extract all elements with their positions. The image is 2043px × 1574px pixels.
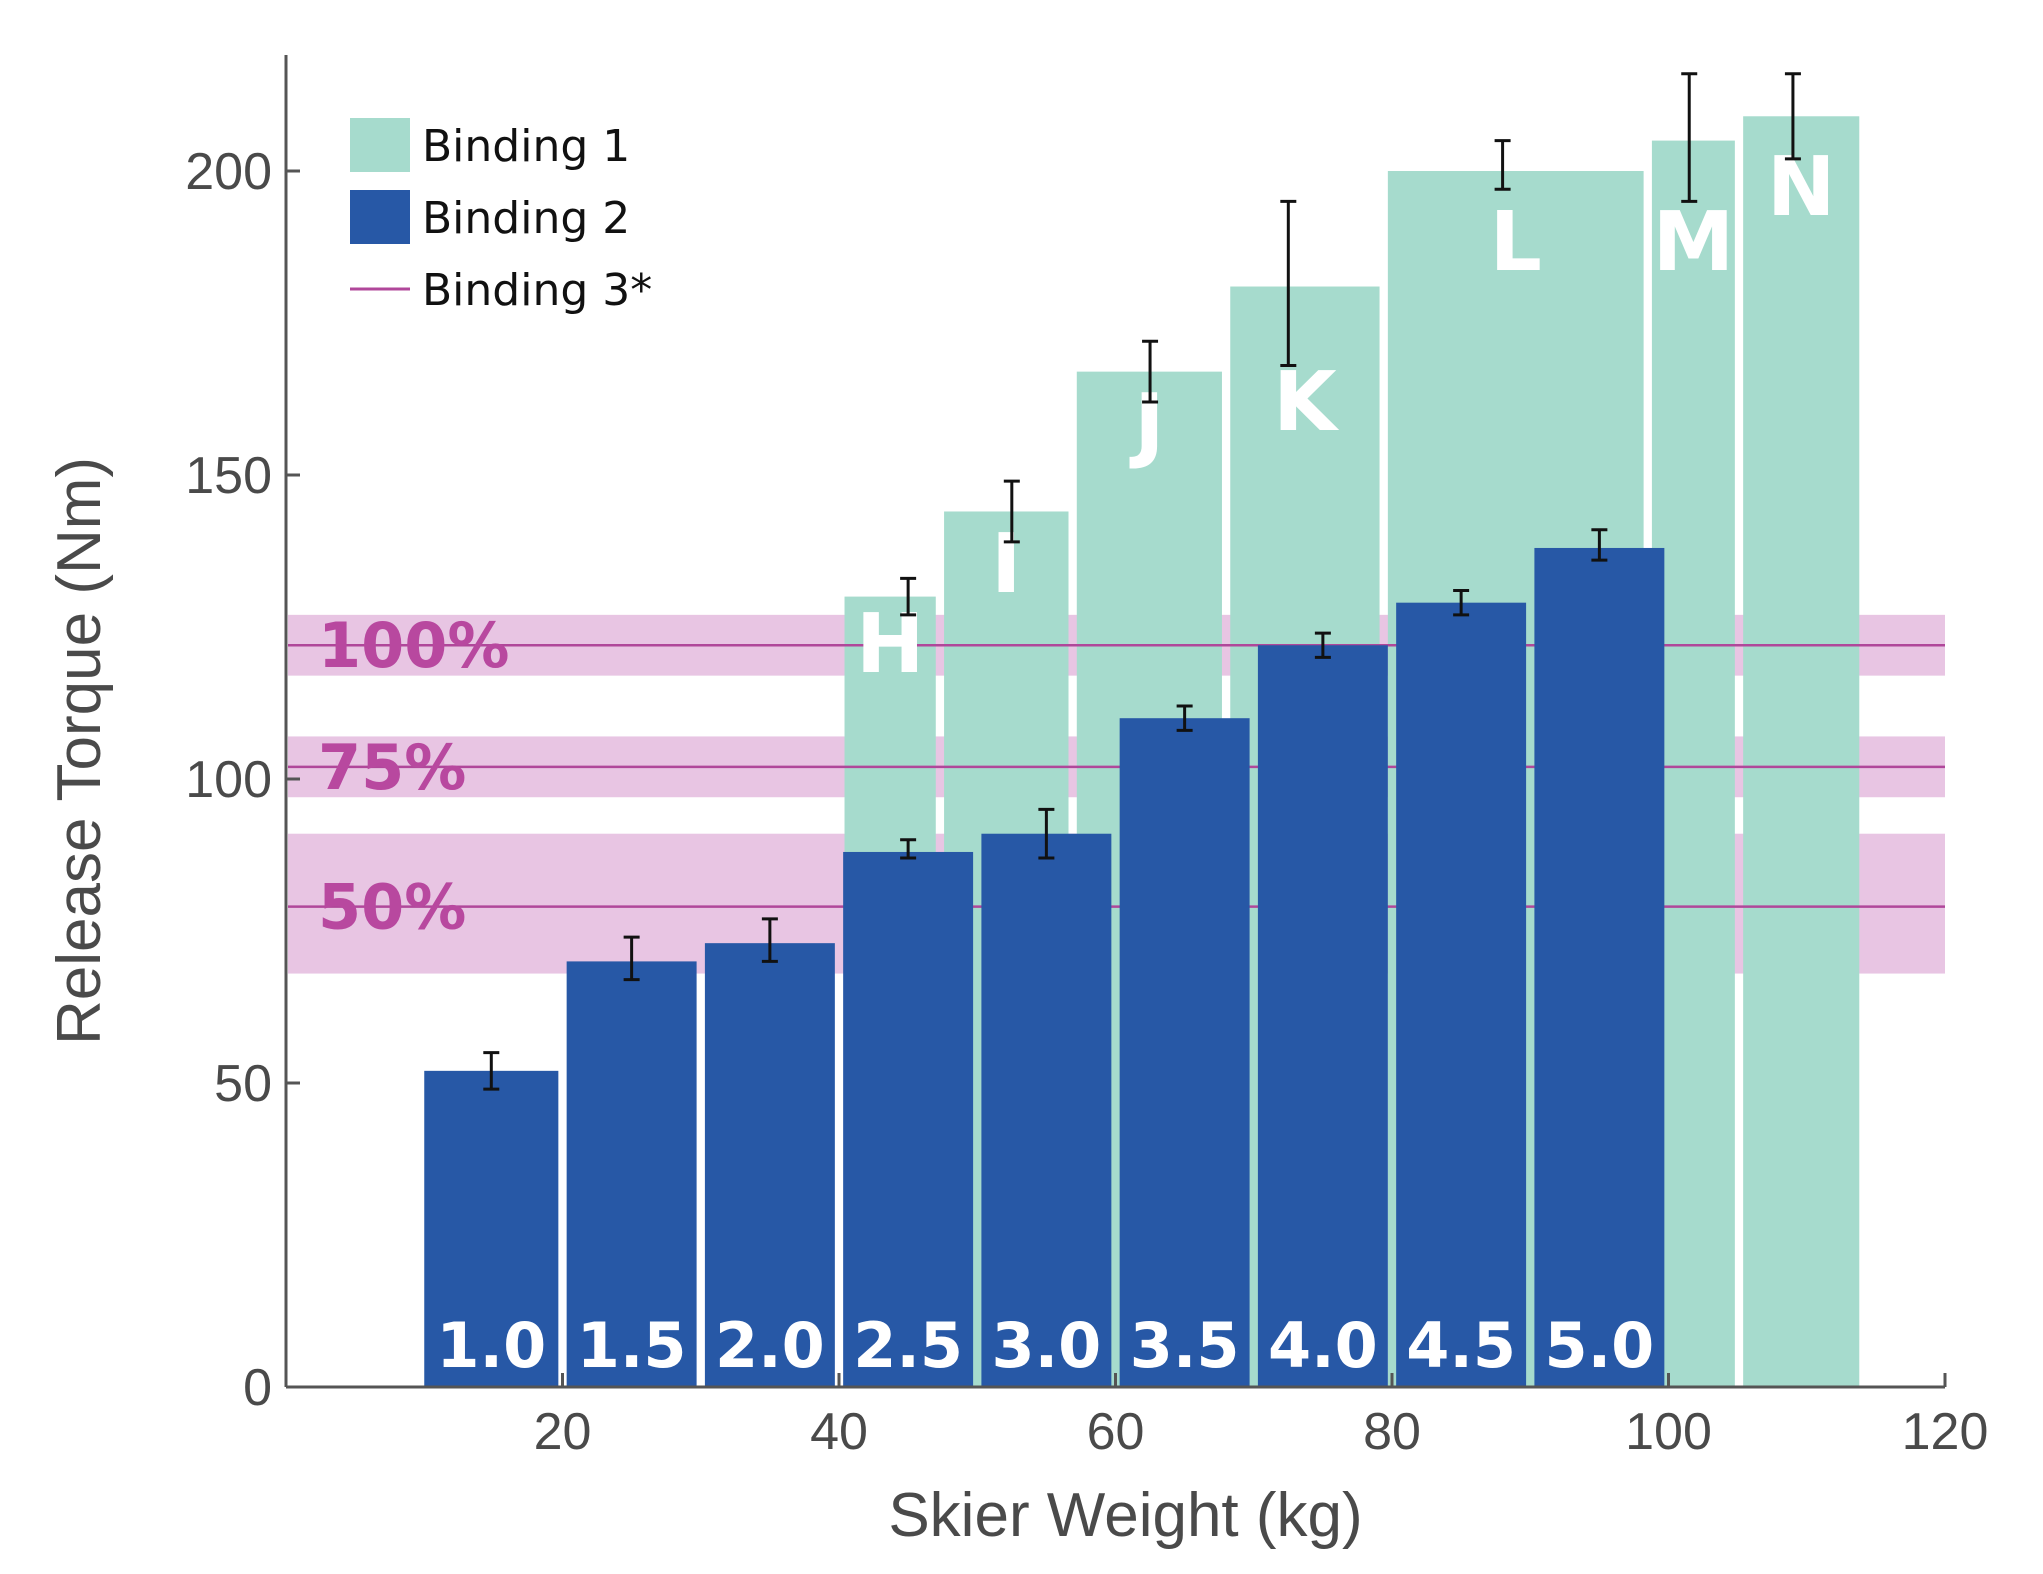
x-tick-label: 60	[1087, 1403, 1145, 1461]
binding-1-letter: N	[1767, 140, 1836, 235]
bar-labels: 100% 75% 50% HI J K L MN 1.0 1.5 2.0 2.5 3.0 3.5 4.0 4.…	[318, 140, 1836, 1382]
binding-2-bar	[981, 833, 1112, 1387]
binding-2-error-bar	[1591, 528, 1608, 562]
y-tick-label: 150	[185, 447, 272, 505]
band-label-1: 75%	[318, 731, 466, 804]
binding-2-bar	[843, 851, 974, 1387]
binding-2-error-bar	[483, 1051, 500, 1091]
binding-2-setting: 3.5	[1130, 1309, 1240, 1382]
binding-2-bar	[1396, 602, 1527, 1387]
binding-1-error-bar	[1681, 72, 1698, 203]
binding-2-bars	[424, 547, 1665, 1387]
binding-2-setting: 3.0	[991, 1309, 1101, 1382]
binding-2-error-bar	[900, 838, 917, 860]
legend-swatch	[350, 190, 410, 244]
y-tick-label: 200	[185, 143, 272, 201]
reference-lines	[288, 643, 1945, 908]
binding-1-bar	[1743, 116, 1860, 1387]
x-axis-title: Skier Weight (kg)	[888, 1481, 1362, 1550]
binding-1-letter: J	[1129, 377, 1165, 472]
binding-2-bar	[1119, 718, 1250, 1387]
binding-1-letter: L	[1490, 195, 1542, 290]
binding-2-error-bar	[623, 935, 640, 982]
binding-1-error-bar	[1142, 339, 1159, 404]
y-axis-title: Release Torque (Nm)	[45, 457, 114, 1045]
binding-1-letter: K	[1273, 355, 1340, 450]
legend-label: Binding 1	[422, 121, 630, 172]
binding-2-error-bar	[1176, 704, 1193, 732]
legend: Binding 1 Binding 2 Binding 3*	[350, 118, 652, 316]
binding-2-bar	[424, 1070, 559, 1387]
binding-2-error-bar	[1314, 631, 1331, 659]
binding-1-error-bar	[1494, 139, 1511, 191]
x-tick-label: 120	[1902, 1403, 1989, 1461]
binding-1-error-bar	[900, 576, 917, 617]
binding-2-bar	[566, 961, 697, 1387]
x-tick-label: 80	[1363, 1403, 1421, 1461]
binding-1-error-bar	[1280, 199, 1297, 368]
y-tick-label: 0	[243, 1359, 272, 1417]
axes: 0 50 100 150 200 20 40 60 80 100 120 Skier Weight (…	[45, 55, 1988, 1550]
y-tick-label: 50	[214, 1055, 272, 1113]
x-tick-label: 20	[534, 1403, 592, 1461]
legend-label: Binding 2	[422, 193, 630, 244]
legend-label: Binding 3*	[422, 265, 652, 316]
binding-1-error-bar	[1784, 72, 1801, 161]
binding-2-setting: 5.0	[1544, 1309, 1654, 1382]
binding-1-letter: M	[1653, 195, 1735, 290]
error-bars	[483, 72, 1801, 1091]
band-label-2: 50%	[318, 871, 466, 944]
legend-swatch	[350, 118, 410, 172]
binding-1-bar	[1651, 140, 1735, 1388]
binding-2-bar	[1257, 645, 1388, 1387]
y-tick-label: 100	[185, 751, 272, 809]
binding-2-bar	[704, 943, 835, 1387]
binding-2-bar	[1534, 547, 1665, 1387]
binding-2-setting: 2.5	[853, 1309, 963, 1382]
binding-2-error-bar	[761, 917, 778, 963]
binding-2-setting: 2.0	[715, 1309, 825, 1382]
binding-1-letter: H	[856, 597, 925, 692]
binding-2-setting: 1.5	[577, 1309, 687, 1382]
binding-2-error-bar	[1038, 807, 1055, 860]
band-label-0: 100%	[318, 609, 510, 682]
x-tick-label: 100	[1625, 1403, 1712, 1461]
binding-2-setting: 4.5	[1406, 1309, 1516, 1382]
binding-2-setting: 1.0	[436, 1309, 546, 1382]
binding-2-error-bar	[1453, 589, 1470, 617]
binding-1-letter: I	[991, 517, 1022, 612]
x-tick-label: 40	[810, 1403, 868, 1461]
binding-2-setting: 4.0	[1268, 1309, 1378, 1382]
binding-1-error-bar	[1003, 479, 1020, 544]
